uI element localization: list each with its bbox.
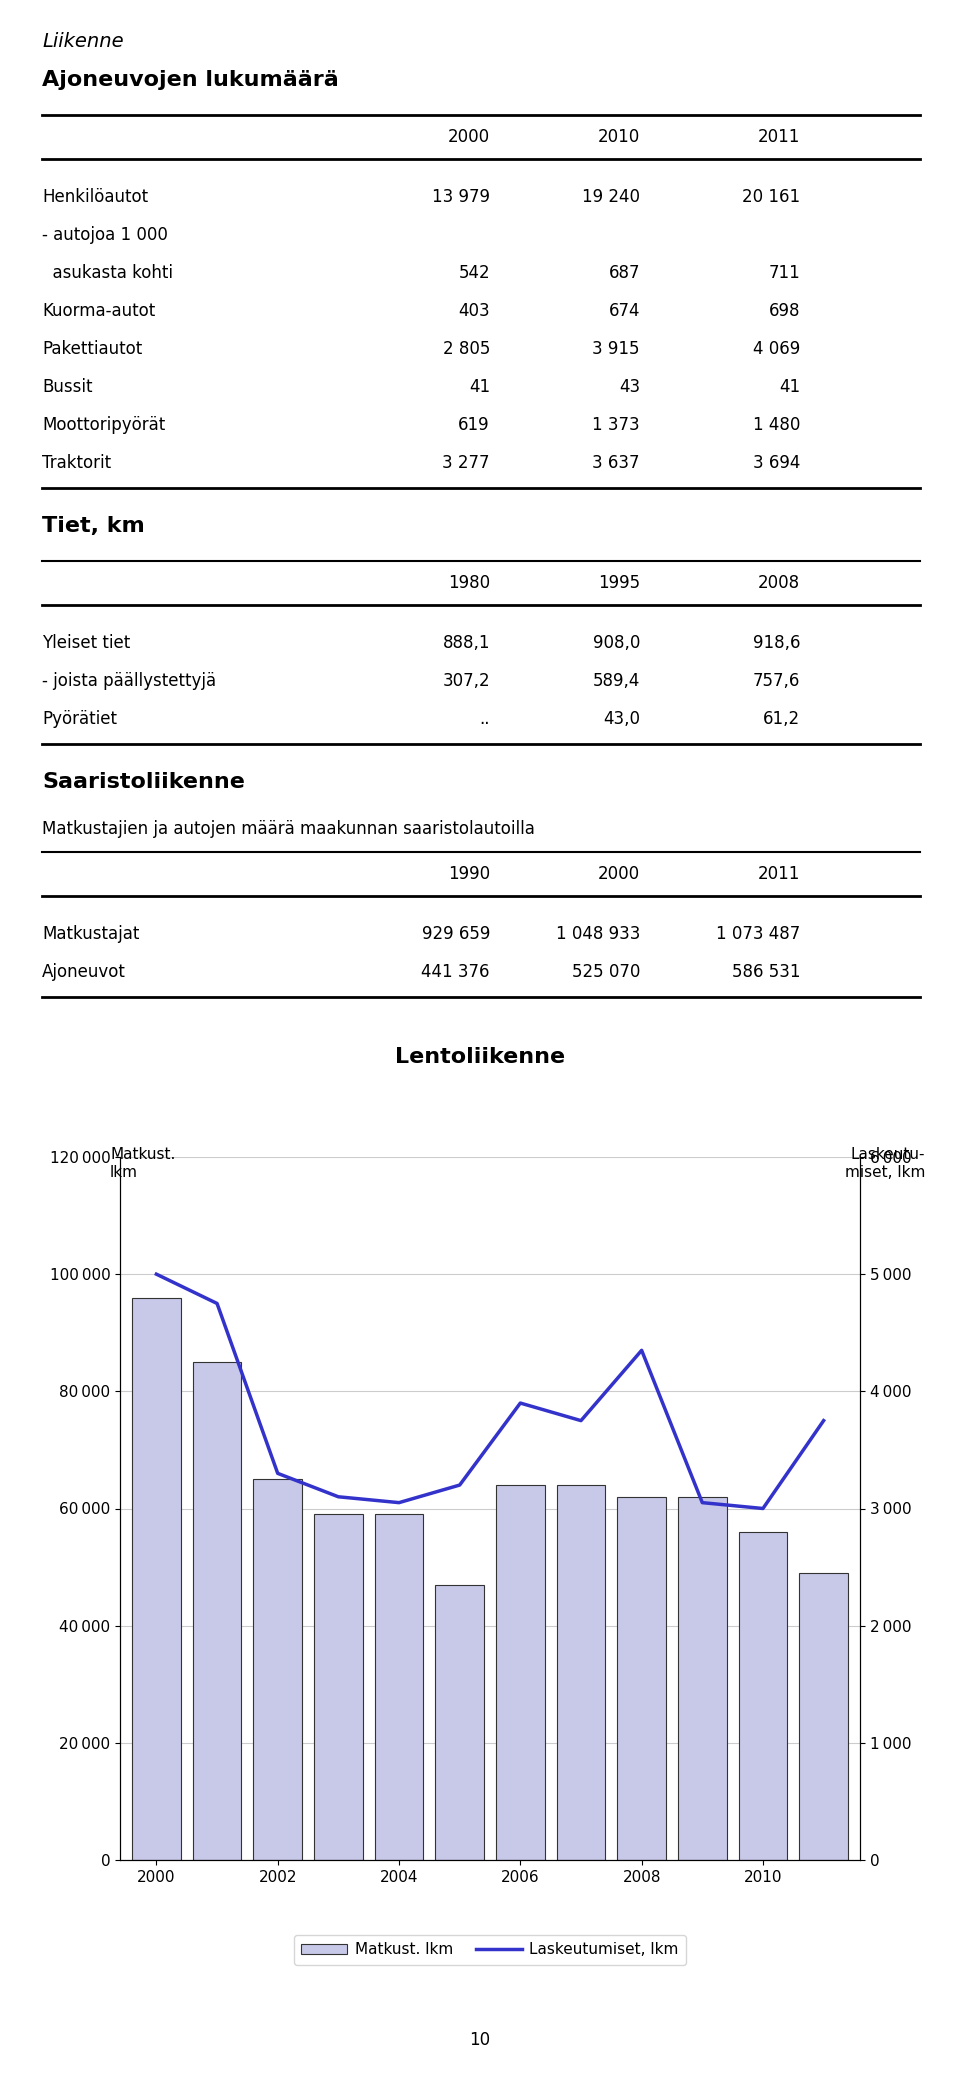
Text: 10: 10: [469, 2031, 491, 2050]
Text: 674: 674: [609, 301, 640, 320]
Text: Pakettiautot: Pakettiautot: [42, 341, 142, 357]
Text: Ajoneuvojen lukumäärä: Ajoneuvojen lukumäärä: [42, 71, 339, 89]
Text: 586 531: 586 531: [732, 964, 800, 980]
Text: 2008: 2008: [757, 573, 800, 592]
Text: 3 915: 3 915: [592, 341, 640, 357]
Text: 1 373: 1 373: [592, 415, 640, 434]
Text: - joista päällystettyjä: - joista päällystettyjä: [42, 673, 216, 690]
Text: Matkustajien ja autojen määrä maakunnan saaristolautoilla: Matkustajien ja autojen määrä maakunnan …: [42, 820, 535, 837]
Bar: [496, 1485, 544, 1861]
Text: 908,0: 908,0: [592, 633, 640, 652]
Text: 61,2: 61,2: [763, 710, 800, 729]
Text: 2 805: 2 805: [443, 341, 490, 357]
Bar: [617, 1498, 666, 1861]
Text: 2000: 2000: [448, 129, 490, 145]
Text: 13 979: 13 979: [432, 189, 490, 206]
Text: 757,6: 757,6: [753, 673, 800, 690]
Text: Laskeutu-: Laskeutu-: [851, 1147, 925, 1161]
Text: 2010: 2010: [598, 129, 640, 145]
Text: 525 070: 525 070: [571, 964, 640, 980]
Bar: [193, 1363, 241, 1861]
Text: Traktorit: Traktorit: [42, 455, 111, 471]
Text: Matkust.: Matkust.: [110, 1147, 176, 1161]
Text: Ajoneuvot: Ajoneuvot: [42, 964, 126, 980]
Bar: [436, 1585, 484, 1861]
Text: Henkilöautot: Henkilöautot: [42, 189, 148, 206]
Bar: [253, 1479, 302, 1861]
Text: Bussit: Bussit: [42, 378, 92, 397]
Bar: [800, 1572, 848, 1861]
Text: 929 659: 929 659: [421, 924, 490, 943]
Text: Matkustajat: Matkustajat: [42, 924, 139, 943]
Text: 43,0: 43,0: [603, 710, 640, 729]
Text: 1990: 1990: [448, 864, 490, 883]
Text: 3 277: 3 277: [443, 455, 490, 471]
Text: 2011: 2011: [757, 129, 800, 145]
Text: 307,2: 307,2: [443, 673, 490, 690]
Text: 2000: 2000: [598, 864, 640, 883]
Text: Lentoliikenne: Lentoliikenne: [395, 1047, 565, 1068]
Text: 2011: 2011: [757, 864, 800, 883]
Text: Moottoripyörät: Moottoripyörät: [42, 415, 165, 434]
Text: 3 637: 3 637: [592, 455, 640, 471]
Text: 3 694: 3 694: [753, 455, 800, 471]
Text: 888,1: 888,1: [443, 633, 490, 652]
Text: 41: 41: [779, 378, 800, 397]
Text: 20 161: 20 161: [742, 189, 800, 206]
Bar: [557, 1485, 605, 1861]
Bar: [678, 1498, 727, 1861]
Text: 441 376: 441 376: [421, 964, 490, 980]
Text: 19 240: 19 240: [582, 189, 640, 206]
Text: ..: ..: [479, 710, 490, 729]
Text: Kuorma-autot: Kuorma-autot: [42, 301, 156, 320]
Text: 43: 43: [619, 378, 640, 397]
Text: 41: 41: [468, 378, 490, 397]
Text: - autojoa 1 000: - autojoa 1 000: [42, 226, 168, 243]
Text: 918,6: 918,6: [753, 633, 800, 652]
Bar: [314, 1514, 363, 1861]
Text: 1980: 1980: [448, 573, 490, 592]
Text: Liikenne: Liikenne: [42, 31, 124, 52]
Text: 589,4: 589,4: [592, 673, 640, 690]
Text: 1995: 1995: [598, 573, 640, 592]
Text: Saaristoliikenne: Saaristoliikenne: [42, 773, 245, 791]
Text: miset, lkm: miset, lkm: [845, 1165, 925, 1180]
Text: Yleiset tiet: Yleiset tiet: [42, 633, 131, 652]
Text: 711: 711: [768, 264, 800, 282]
Bar: [132, 1298, 180, 1861]
Text: 403: 403: [458, 301, 490, 320]
Text: 1 073 487: 1 073 487: [716, 924, 800, 943]
Text: 1 480: 1 480: [753, 415, 800, 434]
Bar: [738, 1533, 787, 1861]
Legend: Matkust. lkm, Laskeutumiset, lkm: Matkust. lkm, Laskeutumiset, lkm: [294, 1934, 686, 1965]
Bar: [374, 1514, 423, 1861]
Text: 619: 619: [458, 415, 490, 434]
Text: 687: 687: [609, 264, 640, 282]
Text: 1 048 933: 1 048 933: [556, 924, 640, 943]
Text: 4 069: 4 069: [753, 341, 800, 357]
Text: asukasta kohti: asukasta kohti: [42, 264, 173, 282]
Text: 542: 542: [458, 264, 490, 282]
Text: Pyörätiet: Pyörätiet: [42, 710, 117, 729]
Text: lkm: lkm: [110, 1165, 138, 1180]
Text: 698: 698: [769, 301, 800, 320]
Text: Tiet, km: Tiet, km: [42, 515, 145, 536]
